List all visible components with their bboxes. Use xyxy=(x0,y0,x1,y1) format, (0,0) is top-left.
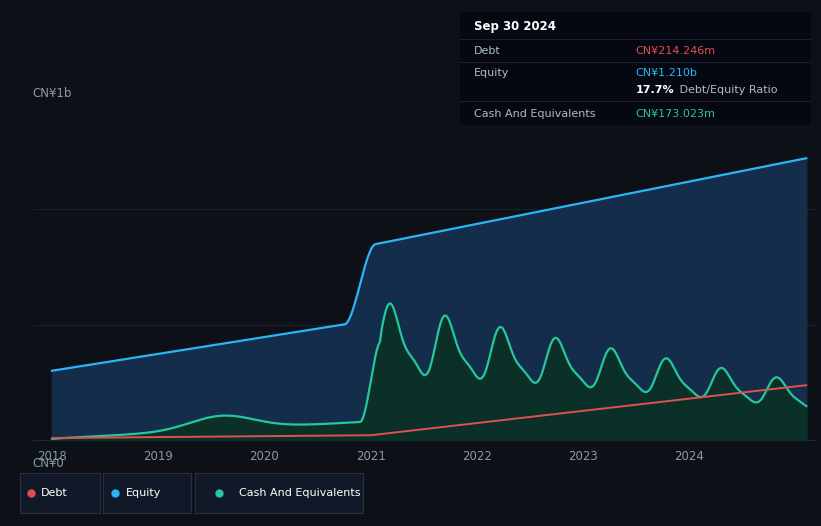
Text: Debt: Debt xyxy=(474,46,501,56)
Text: Cash And Equivalents: Cash And Equivalents xyxy=(239,488,360,498)
Text: CN¥1b: CN¥1b xyxy=(32,87,71,100)
Text: CN¥0: CN¥0 xyxy=(32,457,64,470)
Text: Debt: Debt xyxy=(41,488,67,498)
Text: Equity: Equity xyxy=(126,488,161,498)
Text: 17.7%: 17.7% xyxy=(635,85,674,95)
Text: Equity: Equity xyxy=(474,68,509,78)
Text: CN¥1.210b: CN¥1.210b xyxy=(635,68,697,78)
Text: Cash And Equivalents: Cash And Equivalents xyxy=(474,109,595,119)
Text: CN¥214.246m: CN¥214.246m xyxy=(635,46,716,56)
Text: CN¥173.023m: CN¥173.023m xyxy=(635,109,715,119)
Text: Debt/Equity Ratio: Debt/Equity Ratio xyxy=(676,85,777,95)
Text: Sep 30 2024: Sep 30 2024 xyxy=(474,20,556,33)
